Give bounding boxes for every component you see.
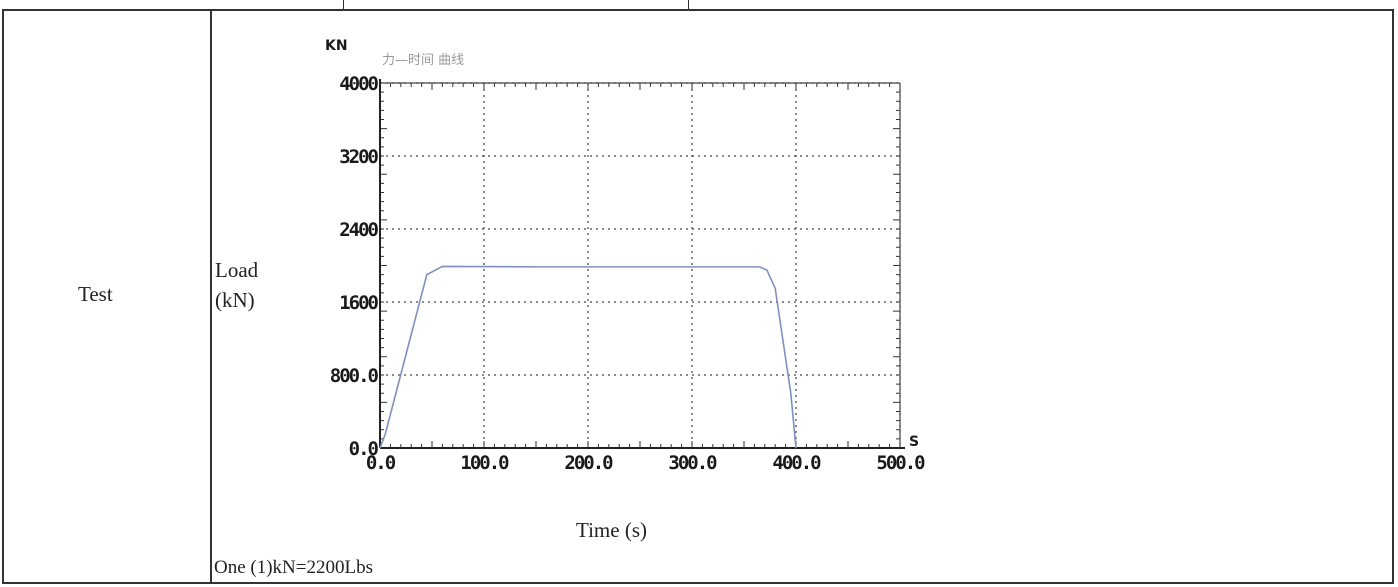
- y-tick-label: 1600: [339, 292, 378, 314]
- column-divider: [210, 9, 212, 584]
- top-row-divider: [343, 0, 344, 10]
- y-tick-label: 0.0: [349, 438, 379, 460]
- x-unit-label: S: [909, 434, 919, 450]
- chart-faint-header: 力—时间 曲线: [382, 53, 464, 68]
- x-tick-label: 500.0: [876, 452, 925, 474]
- row-label: Test: [78, 282, 113, 306]
- x-tick-label: 200.0: [564, 452, 613, 474]
- y-axis-label: Load (kN): [215, 258, 259, 312]
- y-tick-label: 4000: [339, 73, 378, 95]
- table-frame: [2, 9, 1394, 584]
- y-tick-label: 2400: [339, 219, 378, 241]
- top-row-divider: [688, 0, 689, 10]
- x-tick-label: 300.0: [668, 452, 717, 474]
- x-axis-label: Time (s): [576, 518, 647, 542]
- y-unit-label: KN: [325, 38, 348, 54]
- y-tick-label: 3200: [339, 146, 378, 168]
- y-tick-label: 800.0: [330, 365, 379, 387]
- load-series-line: [379, 265, 797, 449]
- x-tick-label: 0.0: [366, 452, 396, 474]
- x-tick-label: 100.0: [460, 452, 509, 474]
- x-tick-label: 400.0: [772, 452, 821, 474]
- conversion-note: One (1)kN=2200Lbs: [214, 557, 373, 578]
